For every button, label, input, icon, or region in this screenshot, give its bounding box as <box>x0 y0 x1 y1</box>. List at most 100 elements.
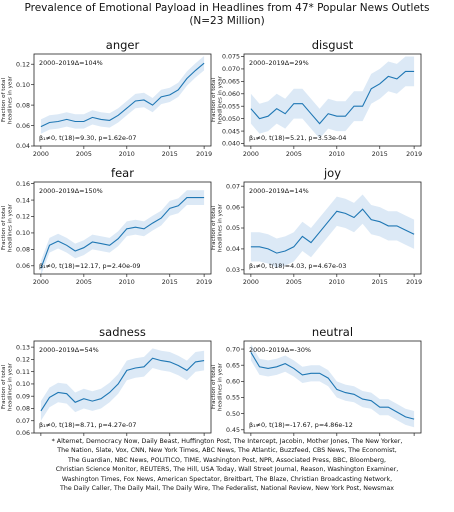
x-tick-label: 2010 <box>329 151 345 158</box>
chart-title: joy <box>323 166 341 180</box>
footnote-line: The Guardian, NBC News, POLITICO, TIME, … <box>67 456 387 464</box>
y-tick-label: 0.055 <box>222 103 240 110</box>
x-tick-label: 2010 <box>329 279 345 286</box>
footnote-line: * Alternet, Democracy Now, Daily Beast, … <box>51 438 403 445</box>
y-tick-label: 0.08 <box>16 102 30 109</box>
x-tick-label: 2005 <box>76 151 92 158</box>
plot-frame <box>243 340 422 434</box>
confidence-band <box>250 56 415 139</box>
y-tick-label: 0.04 <box>226 246 240 253</box>
x-tick-label: 2000 <box>33 151 49 158</box>
footnote-line: The Nation, Slate, Vox, CNN, New York Ti… <box>57 447 397 455</box>
delta-annotation: 2000–2019Δ=104% <box>39 59 103 67</box>
x-tick-label: 2000 <box>243 151 259 158</box>
y-tick-label: 0.04 <box>16 143 30 150</box>
y-axis-label: Fraction of totalheadlines in year <box>211 203 223 252</box>
y-tick-label: 0.05 <box>226 225 240 232</box>
y-axis-label-line: headlines in year <box>7 362 13 411</box>
y-tick-label: 0.06 <box>16 123 30 130</box>
figure-title: Prevalence of Emotional Payload in Headl… <box>0 2 454 28</box>
y-axis-label: Fraction of totalheadlines in year <box>211 362 223 411</box>
x-tick-label: 2000 <box>33 279 49 286</box>
footnote-line: The Daily Caller, The Daily Mail, The Da… <box>59 485 394 493</box>
x-tick-label: 2015 <box>372 151 388 158</box>
footnote-line: Washington Times, Fox News, American Spe… <box>61 475 393 483</box>
series-line <box>250 352 415 420</box>
y-axis-label-line: Fraction of total <box>211 206 217 251</box>
x-tick-label: 2010 <box>119 279 135 286</box>
delta-annotation: 2000–2019Δ=54% <box>39 346 99 354</box>
y-tick-label: 0.07 <box>226 183 240 190</box>
chart-title: fear <box>111 166 134 180</box>
delta-annotation: 2000–2019Δ=29% <box>249 59 309 67</box>
y-tick-label: 0.70 <box>226 346 240 353</box>
plot-frame <box>243 53 422 147</box>
small-multiples-charts: anger 2000 2005 2010 2015 2019 0.04 0.06 0.08 0.1… <box>1 38 422 437</box>
y-axis-label-line: headlines in year <box>217 75 223 124</box>
regression-annotation: β₁≠0, t(18)=5.21, p=3.53e-04 <box>249 134 346 142</box>
chart-panel-sadness: sadness200020052010201520190.060.070.080… <box>1 325 212 437</box>
y-tick-label: 0.09 <box>16 393 30 400</box>
chart-title: anger <box>106 38 140 52</box>
y-tick-label: 0.12 <box>16 61 30 68</box>
y-tick-label: 0.045 <box>222 128 240 135</box>
y-tick-label: 0.65 <box>226 362 240 369</box>
y-axis-label-line: Fraction of total <box>1 78 7 123</box>
y-tick-label: 0.12 <box>16 357 30 364</box>
delta-annotation: 2000–2019Δ=150% <box>39 187 103 195</box>
y-tick-label: 0.07 <box>16 418 30 425</box>
y-tick-label: 0.45 <box>226 427 240 434</box>
y-axis-label: Fraction of totalheadlines in year <box>1 75 13 124</box>
confidence-band <box>40 56 205 134</box>
y-tick-label: 0.55 <box>226 395 240 402</box>
x-tick-label: 2019 <box>406 151 422 158</box>
x-tick-label: 2019 <box>196 279 212 286</box>
x-tick-label: 2015 <box>162 151 178 158</box>
y-axis-label-line: Fraction of total <box>211 365 217 410</box>
figure-title-subline: (N=23 Million) <box>189 15 265 27</box>
y-axis-label-line: headlines in year <box>217 362 223 411</box>
regression-annotation: β₁≠0, t(18)=-17.67, p=4.86e-12 <box>249 421 353 429</box>
regression-annotation: β₁≠0, t(18)=12.17, p=2.40e-09 <box>39 262 140 270</box>
y-tick-label: 0.12 <box>16 214 30 221</box>
y-tick-label: 0.16 <box>16 181 30 188</box>
confidence-band <box>40 190 205 276</box>
plot-frame <box>33 53 212 147</box>
y-tick-label: 0.13 <box>16 344 30 351</box>
chart-title: neutral <box>312 325 353 339</box>
x-tick-label: 2000 <box>243 279 259 286</box>
y-tick-label: 0.075 <box>222 54 240 61</box>
y-tick-label: 0.060 <box>222 91 240 98</box>
confidence-band <box>40 348 205 421</box>
y-tick-label: 0.03 <box>226 267 240 274</box>
y-tick-label: 0.06 <box>16 430 30 437</box>
series-line <box>250 70 415 125</box>
y-axis-label-line: Fraction of total <box>211 78 217 123</box>
figure-title-line: Prevalence of Emotional Payload in Headl… <box>24 2 430 14</box>
chart-title: sadness <box>99 325 146 339</box>
y-axis-label: Fraction of totalheadlines in year <box>1 362 13 411</box>
y-tick-label: 0.10 <box>16 82 30 89</box>
series-line <box>40 62 205 128</box>
y-tick-label: 0.070 <box>222 66 240 73</box>
confidence-band <box>250 344 415 428</box>
y-tick-label: 0.60 <box>226 379 240 386</box>
y-tick-label: 0.10 <box>16 381 30 388</box>
y-tick-label: 0.050 <box>222 116 240 123</box>
regression-annotation: β₁≠0, t(18)=4.03, p=4.67e-03 <box>249 262 346 270</box>
y-axis-label-line: Fraction of total <box>1 206 7 251</box>
y-tick-label: 0.10 <box>16 230 30 237</box>
series-line <box>40 357 205 412</box>
y-tick-label: 0.08 <box>16 406 30 413</box>
series-line <box>250 208 415 254</box>
y-tick-label: 0.06 <box>16 263 30 270</box>
y-tick-label: 0.14 <box>16 197 30 204</box>
y-axis-label-line: headlines in year <box>7 203 13 252</box>
y-tick-label: 0.50 <box>226 411 240 418</box>
y-tick-label: 0.11 <box>16 369 30 376</box>
y-axis-label: Fraction of totalheadlines in year <box>211 75 223 124</box>
x-tick-label: 2005 <box>76 279 92 286</box>
delta-annotation: 2000–2019Δ=-30% <box>249 346 311 354</box>
x-tick-label: 2010 <box>119 151 135 158</box>
footnote-line: Christian Science Monitor, REUTERS, The … <box>55 466 399 474</box>
